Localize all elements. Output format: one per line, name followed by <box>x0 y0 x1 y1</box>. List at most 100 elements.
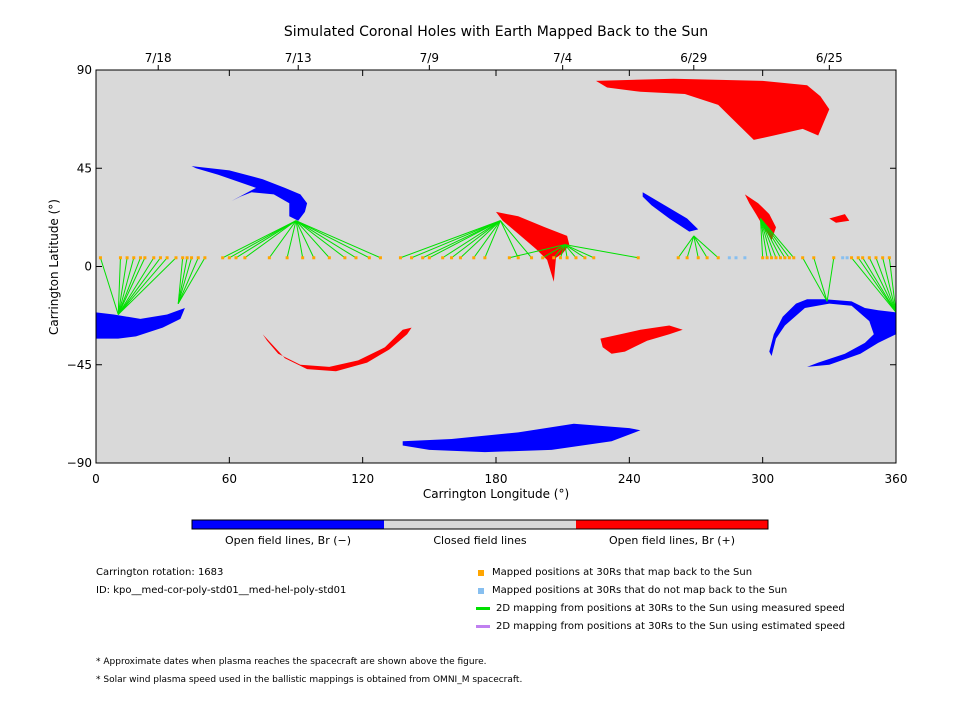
mapped-position-72 <box>867 256 871 260</box>
mapped-position-13 <box>196 256 200 260</box>
coronal-hole-positive-0 <box>596 78 830 140</box>
mapping-line-71 <box>862 257 897 313</box>
mapped-position-19 <box>267 256 271 260</box>
mapping-line-23 <box>295 220 330 259</box>
mapped-position-68 <box>845 256 849 260</box>
legend-measured-speed: 2D mapping from positions at 30Rs to the… <box>476 603 845 614</box>
mapped-position-25 <box>354 256 358 260</box>
mapped-position-35 <box>472 256 476 260</box>
date-tick-label-5: 6/25 <box>816 51 843 65</box>
mapping-line-74 <box>882 257 897 313</box>
mapping-line-10 <box>177 257 184 304</box>
mapped-position-58 <box>770 256 774 260</box>
mapped-position-7 <box>158 256 162 260</box>
date-tick-label-1: 7/13 <box>285 51 312 65</box>
legend-label: Mapped positions at 30Rs that map back t… <box>492 567 753 578</box>
mapping-line-39 <box>500 220 532 259</box>
mapping-line-5 <box>117 257 146 315</box>
mapping-line-51 <box>693 235 708 259</box>
mapping-line-41 <box>553 244 566 259</box>
mapped-position-43 <box>565 256 569 260</box>
y-tick-label-90: 90 <box>77 63 92 77</box>
orange-square-icon <box>478 569 484 576</box>
mapped-position-65 <box>812 256 816 260</box>
y-tick-label-45: 45 <box>77 161 92 175</box>
mapping-line-19 <box>268 220 297 259</box>
mapping-line-34 <box>460 220 501 259</box>
coronal-hole-negative-7 <box>769 299 896 367</box>
x-tick-label-60: 60 <box>222 472 237 486</box>
mapping-line-31 <box>429 220 501 259</box>
colorbar-positive <box>576 520 768 529</box>
legend-label: 2D mapping from positions at 30Rs to the… <box>496 621 846 632</box>
note-speed: * Solar wind plasma speed used in the ba… <box>96 675 523 685</box>
mapped-position-4 <box>138 256 142 260</box>
mapping-line-22 <box>295 220 315 258</box>
mapping-line-27 <box>295 220 381 259</box>
mapping-line-3 <box>117 257 135 315</box>
mapped-position-57 <box>765 256 769 260</box>
colorbar <box>191 519 769 530</box>
mapped-position-60 <box>778 256 782 260</box>
mapping-line-28 <box>400 220 501 259</box>
mapped-position-71 <box>861 256 865 260</box>
coronal-hole-negative-6 <box>96 308 185 339</box>
mapping-line-11 <box>177 257 188 304</box>
mapping-line-9 <box>117 257 177 315</box>
mapping-line-17 <box>235 220 297 259</box>
x-tick-label-360: 360 <box>885 472 908 486</box>
mapped-position-9 <box>174 256 178 260</box>
mapping-line-8 <box>117 257 168 315</box>
mapping-line-49 <box>686 235 695 258</box>
note-dates: * Approximate dates when plasma reaches … <box>96 657 487 667</box>
colorbar-negative <box>192 520 384 529</box>
mapped-position-56 <box>761 256 765 260</box>
green-line-icon <box>476 607 490 610</box>
x-axis-label: Carrington Longitude (°) <box>423 487 569 501</box>
mapping-line-73 <box>875 257 897 313</box>
mapping-line-20 <box>286 220 297 258</box>
mapped-position-53 <box>727 256 731 260</box>
mapping-line-56 <box>759 218 764 258</box>
mapped-position-34 <box>458 256 462 260</box>
x-tick-label-0: 0 <box>92 472 100 486</box>
coronal-holes <box>96 78 896 453</box>
mapping-line-13 <box>177 257 199 304</box>
coronal-hole-positive-9 <box>600 325 683 354</box>
x-tick-label-180: 180 <box>485 472 508 486</box>
mapping-line-46 <box>564 244 594 259</box>
legend-not-mapped: Mapped positions at 30Rs that do not map… <box>478 585 787 596</box>
mapped-position-29 <box>410 256 414 260</box>
mapped-position-27 <box>378 256 382 260</box>
legend-estimated-speed: 2D mapping from positions at 30Rs to the… <box>476 621 845 632</box>
mapped-position-17 <box>234 256 238 260</box>
mapping-line-66 <box>826 257 835 302</box>
mapping-line-38 <box>499 220 519 258</box>
mapped-position-66 <box>832 256 836 260</box>
mapped-position-63 <box>792 256 796 260</box>
mapped-position-3 <box>132 256 136 260</box>
mapping-line-50 <box>693 235 699 258</box>
mapping-line-65 <box>813 257 828 302</box>
mapping-line-12 <box>177 257 193 304</box>
mapping-line-1 <box>117 257 121 315</box>
coronal-hole-positive-5 <box>829 214 850 223</box>
carrington-rotation: Carrington rotation: 1683 <box>96 567 224 578</box>
mapped-position-15 <box>221 256 225 260</box>
mapped-position-50 <box>696 256 700 260</box>
mapped-position-0 <box>98 256 102 260</box>
mapping-line-64 <box>802 257 828 302</box>
legend-mapped-back: Mapped positions at 30Rs that map back t… <box>478 567 752 578</box>
legend-label: 2D mapping from positions at 30Rs to the… <box>496 603 845 614</box>
mapping-line-29 <box>411 220 501 259</box>
mapped-position-30 <box>421 256 425 260</box>
mapping-line-21 <box>295 220 304 258</box>
date-tick-label-0: 7/18 <box>145 51 172 65</box>
mapped-position-31 <box>427 256 431 260</box>
mapped-position-12 <box>190 256 194 260</box>
mapping-line-40 <box>542 244 566 259</box>
date-tick-label-4: 6/29 <box>680 51 707 65</box>
mapping-line-15 <box>222 220 297 259</box>
mapped-position-23 <box>327 256 331 260</box>
mapped-position-55 <box>743 256 747 260</box>
